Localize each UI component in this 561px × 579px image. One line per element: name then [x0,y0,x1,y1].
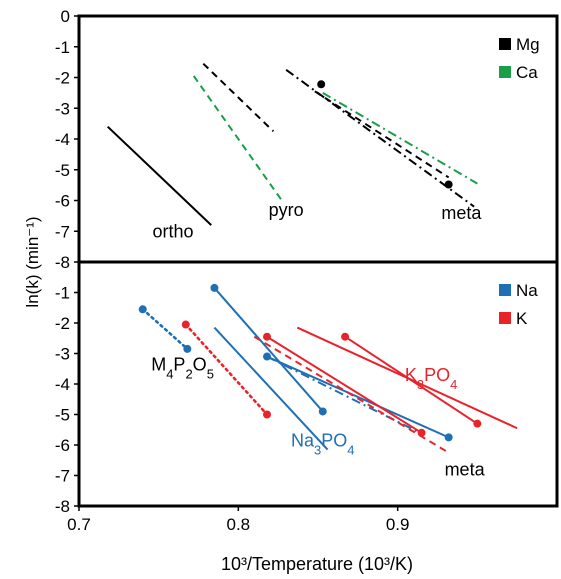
x-tick-label: 0.8 [227,515,251,534]
data-point-mg [444,180,453,189]
y-tick-label: -6 [55,436,70,455]
legend-label-mg: Mg [516,35,540,54]
annotation-label: pyro [269,200,304,220]
data-point-k [263,410,272,419]
y-tick-label: -8 [55,497,70,516]
series-line-m4p2o5-k [184,323,269,416]
bottom-panel: M4P2O5 Na3PO4 K3PO4 meta Na K [138,281,538,480]
legend-label-k: K [516,309,528,328]
data-point-na [183,344,192,353]
data-point-k [473,419,482,428]
x-axis-label: 10³/Temperature (10³/K) [221,554,413,574]
legend-swatch-ca [499,66,511,78]
y-tick-label: -3 [55,345,70,364]
data-point-k [341,332,350,341]
y-tick-label: -2 [55,314,70,333]
series-line-k3po4-k [296,326,518,430]
series-line-pyro-mg [202,62,275,133]
series-line-meta-k [253,335,450,454]
legend-label-na: Na [516,281,538,300]
annotation-label: ortho [152,221,193,241]
y-tick-label: -5 [55,161,70,180]
y-axis-label: ln(k) (min⁻¹) [23,216,42,307]
data-point-na [318,407,327,416]
y-tick-label: -1 [55,284,70,303]
y-tick-label: -7 [55,222,70,241]
data-point-mg [317,80,326,89]
y-tick-label: -3 [55,99,70,118]
top-panel: ortho pyro meta Mg Ca [106,35,540,241]
legend-label-ca: Ca [516,63,538,82]
y-tick-label: 0 [61,7,70,26]
data-point-k [263,332,272,341]
series-line-m4p2o5-na [141,307,189,351]
series-line-pyro-ca [192,75,284,203]
data-point-na [138,305,147,314]
data-point-k [181,320,190,329]
legend-swatch-mg [499,38,511,50]
y-tick-label: -2 [55,69,70,88]
annotation-label: K3PO4 [405,365,458,392]
y-tick-label: -6 [55,192,70,211]
x-tick-label: 0.7 [67,515,91,534]
plot-frame [77,14,559,508]
series-line-meta-k [266,335,423,434]
y-tick-label: -7 [55,467,70,486]
series-line-meta-mg [314,90,450,179]
legend-swatch-k [499,312,511,324]
y-tick-label: -1 [55,38,70,57]
y-tick-label: -5 [55,406,70,425]
series-line-na3po4-na [213,287,324,413]
y-tick-label: -4 [55,130,70,149]
annotation-label: Na3PO4 [291,431,355,458]
legend-swatch-na [499,284,511,296]
annotation-label: M4P2O5 [151,354,214,381]
axis-ticks: 0.7 0.8 0.9 0 -1 -2 -3 -4 -5 -6 -7 -8 -1 -2 -3 -4 -5 -6 -7… [55,7,410,534]
series-line-na3po4-na [213,326,329,451]
y-tick-label: -8 [55,253,70,272]
series-line-meta-ca [322,92,478,185]
series-line-ortho-mg [106,125,212,226]
data-point-na [444,433,453,442]
y-tick-label: -4 [55,375,70,394]
annotation-label: meta [441,203,482,223]
annotation-label: meta [445,460,486,480]
series-line-meta-na [266,355,450,439]
data-point-na [210,283,219,292]
x-tick-label: 0.9 [386,515,410,534]
